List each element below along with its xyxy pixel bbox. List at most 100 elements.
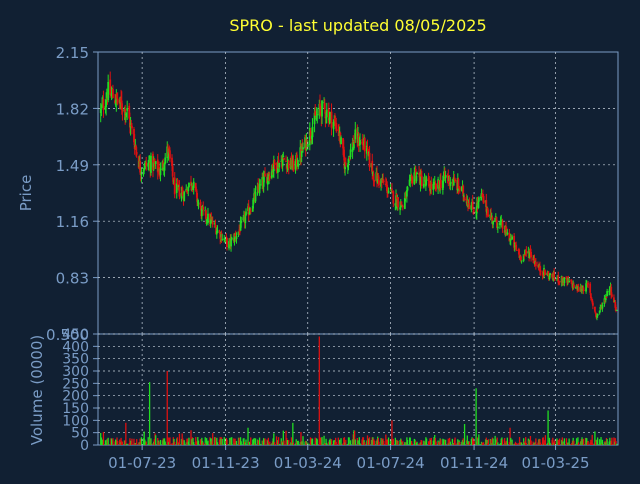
candle-body: [353, 141, 356, 143]
candle-body: [572, 284, 575, 288]
candle-body: [448, 177, 451, 185]
candle-body: [325, 109, 328, 118]
candle-body: [527, 251, 530, 254]
candle-body: [285, 161, 287, 163]
candle-body: [254, 191, 257, 202]
candle-body: [482, 196, 485, 204]
candle-body: [549, 273, 552, 276]
candle-body: [604, 299, 607, 302]
candle-body: [297, 163, 300, 167]
candle-body: [152, 162, 155, 168]
candle-body: [414, 168, 417, 180]
candle-body: [214, 224, 217, 227]
candle-body: [290, 156, 293, 168]
candle-body: [403, 198, 406, 209]
candle-body: [143, 169, 146, 171]
candle-body: [221, 238, 224, 240]
candle-body: [321, 100, 323, 117]
candle-body: [479, 196, 482, 198]
candle-body: [599, 306, 602, 310]
candle-body: [133, 129, 135, 143]
candle-body: [343, 156, 346, 169]
candle-body: [210, 216, 213, 220]
candle-body: [468, 203, 471, 209]
candle-body: [471, 200, 474, 210]
candle-body: [310, 135, 313, 139]
candle-body: [465, 198, 468, 204]
price-tick-label: 1.16: [56, 213, 89, 231]
candle-body: [606, 291, 609, 297]
candle-body: [171, 166, 174, 177]
candle-body: [442, 177, 445, 182]
candle-body: [428, 180, 431, 188]
candle-body: [340, 137, 342, 145]
candle-body: [230, 238, 232, 247]
candle-body: [556, 277, 558, 279]
candle-body: [302, 147, 304, 150]
candle-body: [608, 286, 611, 292]
candle-body: [405, 190, 408, 197]
candle-body: [196, 192, 199, 202]
candle-body: [252, 198, 255, 205]
candle-body: [135, 145, 137, 150]
candle-body: [520, 260, 523, 262]
candle-body: [342, 138, 344, 149]
candle-body: [332, 122, 335, 130]
candle-body: [480, 192, 483, 197]
candle-body: [213, 223, 216, 225]
candle-body: [353, 141, 355, 149]
candle-body: [273, 159, 276, 166]
candle-body: [539, 265, 541, 272]
candle-body: [164, 157, 167, 164]
candle-body: [533, 258, 536, 265]
candle-body: [494, 218, 497, 222]
candle-body: [385, 184, 388, 186]
candle-body: [358, 144, 361, 146]
candle-body: [324, 112, 327, 119]
candle-body: [376, 175, 379, 184]
candle-body: [154, 162, 156, 166]
candle-body: [361, 141, 364, 146]
candle-body: [615, 309, 618, 311]
candle-body: [539, 270, 542, 273]
candle-body: [234, 234, 237, 236]
candle-body: [218, 231, 221, 233]
candle-body: [515, 249, 518, 251]
candle-body: [125, 112, 128, 115]
candle-body: [513, 235, 516, 248]
volume-tick-label: 150: [62, 401, 89, 417]
candle-body: [235, 236, 238, 240]
candle-body: [401, 205, 404, 208]
candle-body: [520, 256, 522, 261]
candle-body: [528, 251, 531, 258]
candle-body: [378, 180, 380, 185]
candle-body: [316, 114, 319, 116]
candle-body: [239, 221, 242, 231]
candle-body: [568, 280, 571, 282]
candle-body: [508, 232, 511, 242]
candle-body: [547, 272, 549, 274]
candle-body: [362, 146, 365, 148]
candle-body: [251, 205, 254, 212]
candle-body: [209, 218, 212, 224]
candle-body: [192, 181, 195, 188]
candle-body: [506, 232, 509, 235]
candle-body: [457, 179, 460, 189]
candle-body: [121, 109, 124, 113]
candle-body: [546, 272, 549, 276]
candle-body: [462, 185, 465, 197]
candle-body: [505, 228, 508, 236]
candle-body: [308, 128, 311, 146]
candle-body: [590, 297, 593, 300]
candle-body: [163, 164, 166, 171]
candle-body: [439, 179, 442, 188]
candle-body: [365, 145, 368, 154]
candle-body: [487, 214, 490, 217]
candle-body: [580, 286, 583, 292]
candle-body: [292, 159, 295, 172]
candle-body: [532, 257, 535, 261]
candle-body: [202, 207, 205, 210]
candle-body: [259, 184, 262, 186]
